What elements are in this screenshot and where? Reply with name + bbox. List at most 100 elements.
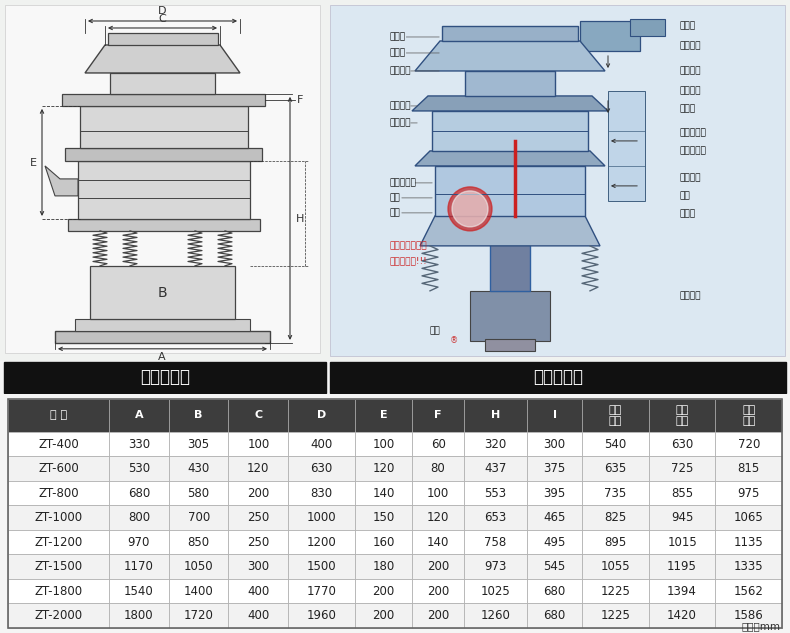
- Bar: [580, 21, 640, 51]
- Text: 825: 825: [604, 511, 626, 524]
- Bar: [355, 432, 412, 456]
- Text: 外形尺寸图: 外形尺寸图: [140, 368, 190, 386]
- Text: 束环: 束环: [390, 194, 401, 203]
- Bar: [716, 530, 782, 555]
- Bar: [649, 399, 716, 432]
- Text: 630: 630: [310, 462, 333, 475]
- Bar: [108, 33, 218, 45]
- Text: 1960: 1960: [307, 609, 337, 622]
- Text: 中部框架: 中部框架: [390, 101, 412, 110]
- Text: A: A: [158, 352, 166, 362]
- Bar: [109, 603, 169, 628]
- Text: 540: 540: [604, 438, 626, 451]
- Bar: [169, 456, 228, 481]
- Bar: [8, 579, 109, 603]
- Bar: [8, 555, 109, 579]
- Bar: [228, 579, 288, 603]
- Bar: [608, 91, 645, 201]
- Text: H: H: [491, 410, 500, 420]
- Bar: [527, 579, 582, 603]
- Text: 635: 635: [604, 462, 626, 475]
- Text: 545: 545: [544, 560, 566, 573]
- Bar: [228, 603, 288, 628]
- Bar: [716, 603, 782, 628]
- Bar: [228, 432, 288, 456]
- Text: 465: 465: [544, 511, 566, 524]
- Text: 压紧环: 压紧环: [390, 49, 406, 58]
- Bar: [464, 432, 527, 456]
- Bar: [110, 73, 215, 94]
- Bar: [412, 506, 464, 530]
- Bar: [8, 603, 109, 628]
- Bar: [412, 432, 464, 456]
- Text: 160: 160: [372, 536, 395, 549]
- Bar: [649, 579, 716, 603]
- Text: 额外重锤板: 额外重锤板: [680, 146, 707, 156]
- Bar: [78, 161, 250, 219]
- Text: ®: ®: [450, 336, 458, 346]
- Bar: [355, 579, 412, 603]
- Bar: [75, 319, 250, 331]
- Bar: [55, 331, 270, 343]
- Text: 1720: 1720: [184, 609, 213, 622]
- Bar: [470, 291, 550, 341]
- Text: 945: 945: [671, 511, 694, 524]
- Text: 973: 973: [484, 560, 506, 573]
- Bar: [412, 399, 464, 432]
- Bar: [288, 399, 355, 432]
- Text: 弹簧: 弹簧: [390, 208, 401, 217]
- Text: ZT-400: ZT-400: [38, 438, 79, 451]
- Bar: [527, 555, 582, 579]
- Polygon shape: [415, 151, 605, 166]
- Bar: [412, 603, 464, 628]
- Bar: [228, 530, 288, 555]
- Text: 200: 200: [372, 585, 395, 598]
- Text: 400: 400: [310, 438, 333, 451]
- Text: 150: 150: [372, 511, 395, 524]
- Bar: [464, 481, 527, 506]
- Bar: [435, 166, 585, 216]
- Bar: [582, 432, 649, 456]
- Text: 758: 758: [484, 536, 506, 549]
- Text: 1135: 1135: [734, 536, 764, 549]
- Bar: [716, 579, 782, 603]
- Bar: [330, 5, 785, 356]
- Text: ZT-1000: ZT-1000: [35, 511, 83, 524]
- Text: 1025: 1025: [480, 585, 510, 598]
- Bar: [412, 481, 464, 506]
- Bar: [169, 399, 228, 432]
- Text: 单位：mm: 单位：mm: [741, 621, 780, 631]
- Text: 850: 850: [187, 536, 209, 549]
- Text: 1540: 1540: [124, 585, 154, 598]
- Text: 140: 140: [372, 487, 395, 499]
- Bar: [527, 530, 582, 555]
- Bar: [464, 603, 527, 628]
- Bar: [412, 579, 464, 603]
- Bar: [228, 555, 288, 579]
- Bar: [527, 456, 582, 481]
- Text: ZHENTAI MECHANICAL: ZHENTAI MECHANICAL: [450, 224, 590, 237]
- Bar: [412, 555, 464, 579]
- Text: 型 号: 型 号: [50, 410, 67, 420]
- Text: 300: 300: [247, 560, 269, 573]
- Text: 1170: 1170: [124, 560, 154, 573]
- Polygon shape: [45, 166, 78, 196]
- Bar: [649, 555, 716, 579]
- Text: 1562: 1562: [734, 585, 764, 598]
- Text: 725: 725: [671, 462, 694, 475]
- Bar: [169, 555, 228, 579]
- Text: 530: 530: [128, 462, 150, 475]
- Text: 250: 250: [247, 536, 269, 549]
- Bar: [8, 530, 109, 555]
- Bar: [228, 506, 288, 530]
- Text: 100: 100: [427, 487, 450, 499]
- Text: 975: 975: [738, 487, 760, 499]
- Bar: [8, 432, 109, 456]
- Text: 680: 680: [544, 585, 566, 598]
- Text: F: F: [435, 410, 442, 420]
- Text: 895: 895: [604, 536, 626, 549]
- Text: 200: 200: [427, 560, 450, 573]
- Bar: [442, 26, 578, 41]
- Text: ZT-1200: ZT-1200: [35, 536, 83, 549]
- Text: 250: 250: [247, 511, 269, 524]
